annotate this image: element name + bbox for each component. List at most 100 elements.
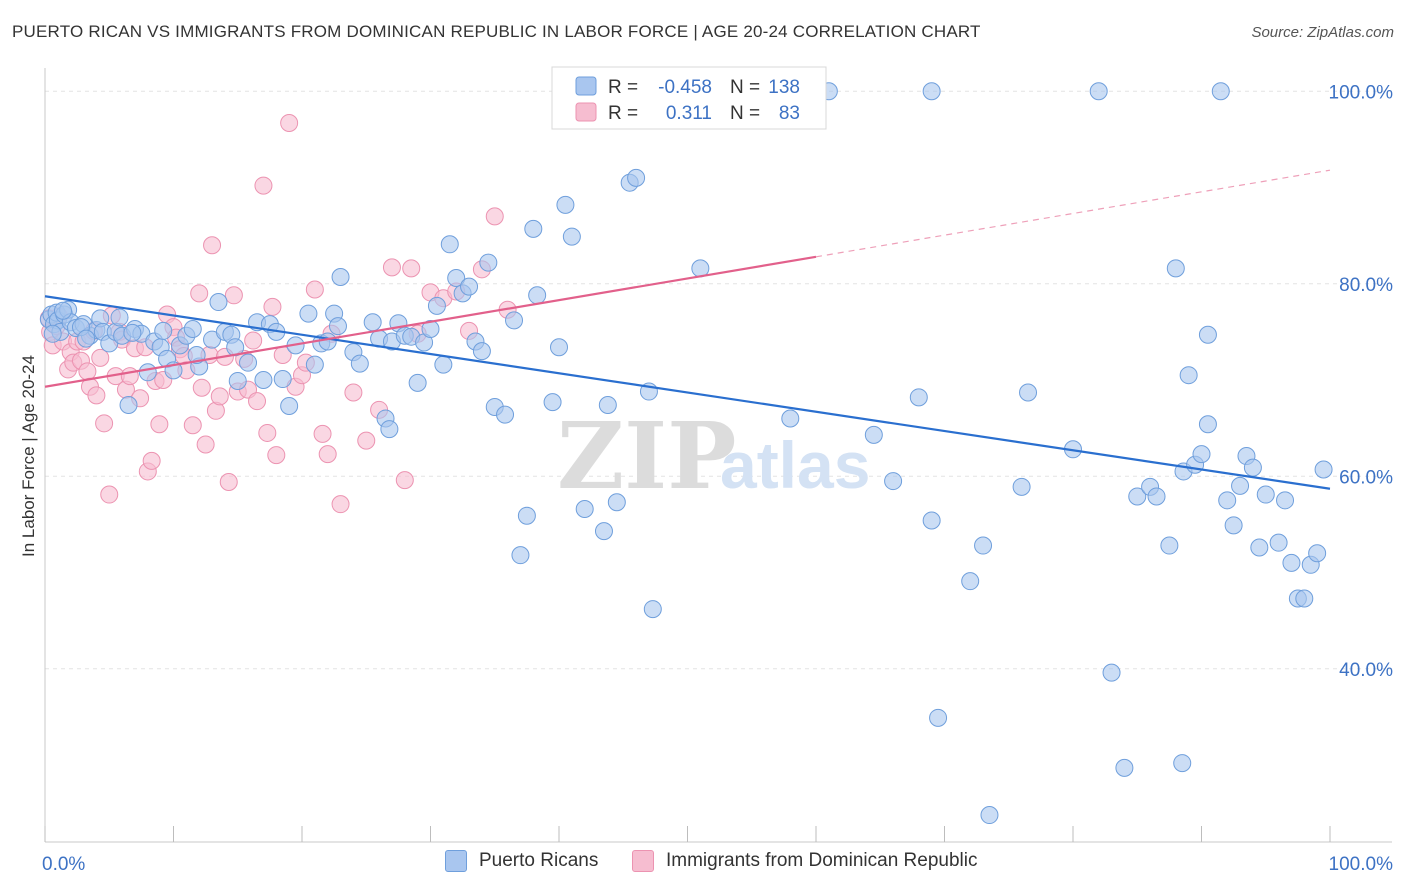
- point-puerto-rican-40: [280, 396, 299, 415]
- point-puerto-rican-117: [1192, 445, 1211, 464]
- point-dominican-15: [87, 386, 106, 405]
- point-puerto-rican-108: [1128, 487, 1147, 506]
- point-puerto-rican-134: [1308, 544, 1327, 563]
- axes: [44, 68, 1392, 843]
- point-puerto-rican-142: [154, 321, 173, 340]
- point-puerto-rican-103: [1019, 383, 1038, 402]
- legend-swatch-pink: [632, 850, 654, 872]
- point-puerto-rican-34: [228, 371, 247, 390]
- point-puerto-rican-39: [273, 370, 292, 389]
- point-puerto-rican-57: [408, 373, 427, 392]
- point-puerto-rican-135: [1314, 460, 1333, 479]
- point-dominican-70: [357, 431, 376, 450]
- x-tick-label-1: 100.0%: [1329, 854, 1394, 875]
- point-puerto-rican-83: [607, 493, 626, 512]
- point-puerto-rican-113: [1173, 754, 1192, 773]
- legend-item-puerto-ricans: Puerto Ricans: [445, 850, 598, 872]
- stats-n-value-blue: 138: [768, 77, 800, 98]
- stats-n-label-blue: N =: [730, 77, 760, 98]
- y-axis-label: In Labor Force | Age 20-24: [19, 355, 38, 557]
- point-puerto-rican-112: [1166, 259, 1185, 278]
- point-puerto-rican-68: [479, 253, 498, 272]
- stats-n-value-pink: 83: [779, 103, 800, 124]
- point-puerto-rican-82: [598, 396, 617, 415]
- point-dominican-42: [196, 435, 215, 454]
- point-puerto-rican-98: [922, 511, 941, 530]
- point-puerto-rican-111: [1160, 536, 1179, 555]
- point-puerto-rican-75: [511, 546, 530, 565]
- point-dominican-58: [267, 446, 286, 465]
- point-puerto-rican-76: [543, 393, 562, 412]
- point-puerto-rican-97: [929, 708, 948, 727]
- stats-r-value-blue: -0.458: [658, 77, 712, 98]
- point-dominican-31: [150, 415, 169, 434]
- point-puerto-rican-79: [562, 227, 581, 246]
- point-puerto-rican-21: [138, 363, 157, 382]
- y-tick-label-0: 40.0%: [1339, 660, 1393, 681]
- point-puerto-rican-48: [331, 268, 350, 287]
- point-puerto-rican-140: [110, 308, 129, 327]
- point-dominican-73: [395, 471, 414, 490]
- point-puerto-rican-127: [1256, 485, 1275, 504]
- point-puerto-rican-139: [77, 329, 96, 348]
- point-dominican-44: [203, 236, 222, 255]
- point-dominican-17: [95, 414, 114, 433]
- point-puerto-rican-50: [350, 354, 369, 373]
- point-puerto-rican-129: [1276, 491, 1295, 510]
- point-dominican-57: [263, 297, 282, 316]
- point-dominican-68: [331, 495, 350, 514]
- chart-title: PUERTO RICAN VS IMMIGRANTS FROM DOMINICA…: [12, 22, 981, 41]
- point-puerto-rican-45: [318, 332, 337, 351]
- point-puerto-rican-120: [1211, 82, 1230, 101]
- point-puerto-rican-105: [1089, 82, 1108, 101]
- point-puerto-rican-43: [305, 355, 324, 374]
- point-puerto-rican-96: [922, 82, 941, 101]
- point-puerto-rican-106: [1102, 663, 1121, 682]
- point-dominican-72: [382, 258, 401, 277]
- point-puerto-rican-61: [434, 355, 453, 374]
- point-dominican-60: [280, 114, 299, 133]
- point-dominican-64: [305, 280, 324, 299]
- legend-label-puerto-ricans: Puerto Ricans: [479, 850, 599, 871]
- trend-lines: [44, 169, 1331, 490]
- point-dominican-81: [485, 207, 504, 226]
- point-puerto-rican-42: [299, 304, 318, 323]
- stats-r-label-pink: R =: [608, 103, 638, 124]
- stats-r-label-blue: R =: [608, 77, 638, 98]
- y-tick-label-1: 60.0%: [1339, 467, 1393, 488]
- point-puerto-rican-137: [53, 301, 72, 320]
- point-puerto-rican-70: [496, 405, 515, 424]
- watermark-atlas: atlas: [720, 428, 870, 502]
- point-puerto-rican-62: [440, 235, 459, 254]
- point-puerto-rican-94: [884, 472, 903, 491]
- point-puerto-rican-74: [517, 506, 536, 525]
- stats-n-label-pink: N =: [730, 103, 760, 124]
- point-puerto-rican-63: [447, 268, 466, 287]
- y-tick-label-2: 80.0%: [1339, 275, 1393, 296]
- point-puerto-rican-28: [183, 319, 202, 338]
- point-puerto-rican-80: [575, 499, 594, 518]
- point-puerto-rican-128: [1269, 533, 1288, 552]
- trendline-dominican-extension: [815, 169, 1331, 258]
- point-puerto-rican-126: [1250, 538, 1269, 557]
- point-dominican-54: [248, 392, 267, 411]
- point-puerto-rican-101: [980, 806, 999, 825]
- stats-legend-box: [551, 66, 827, 130]
- point-puerto-rican-72: [524, 219, 543, 238]
- point-puerto-rican-18: [119, 396, 138, 415]
- point-puerto-rican-78: [556, 195, 575, 214]
- point-puerto-rican-31: [209, 293, 228, 312]
- point-dominican-66: [318, 445, 337, 464]
- y-tick-labels: 40.0% 60.0% 80.0% 100.0%: [1329, 82, 1394, 681]
- point-puerto-rican-71: [505, 311, 524, 330]
- stats-legend-swatch-blue: [575, 76, 597, 96]
- trendline-puerto-ricans: [44, 295, 1331, 490]
- point-puerto-rican-121: [1218, 491, 1237, 510]
- point-puerto-rican-37: [254, 371, 273, 389]
- point-puerto-rican-93: [864, 425, 883, 444]
- point-puerto-rican-67: [472, 342, 491, 361]
- point-dominican-40: [190, 284, 209, 303]
- point-puerto-rican-147: [380, 420, 399, 439]
- point-dominican-74: [402, 259, 421, 278]
- point-puerto-rican-95: [909, 388, 928, 407]
